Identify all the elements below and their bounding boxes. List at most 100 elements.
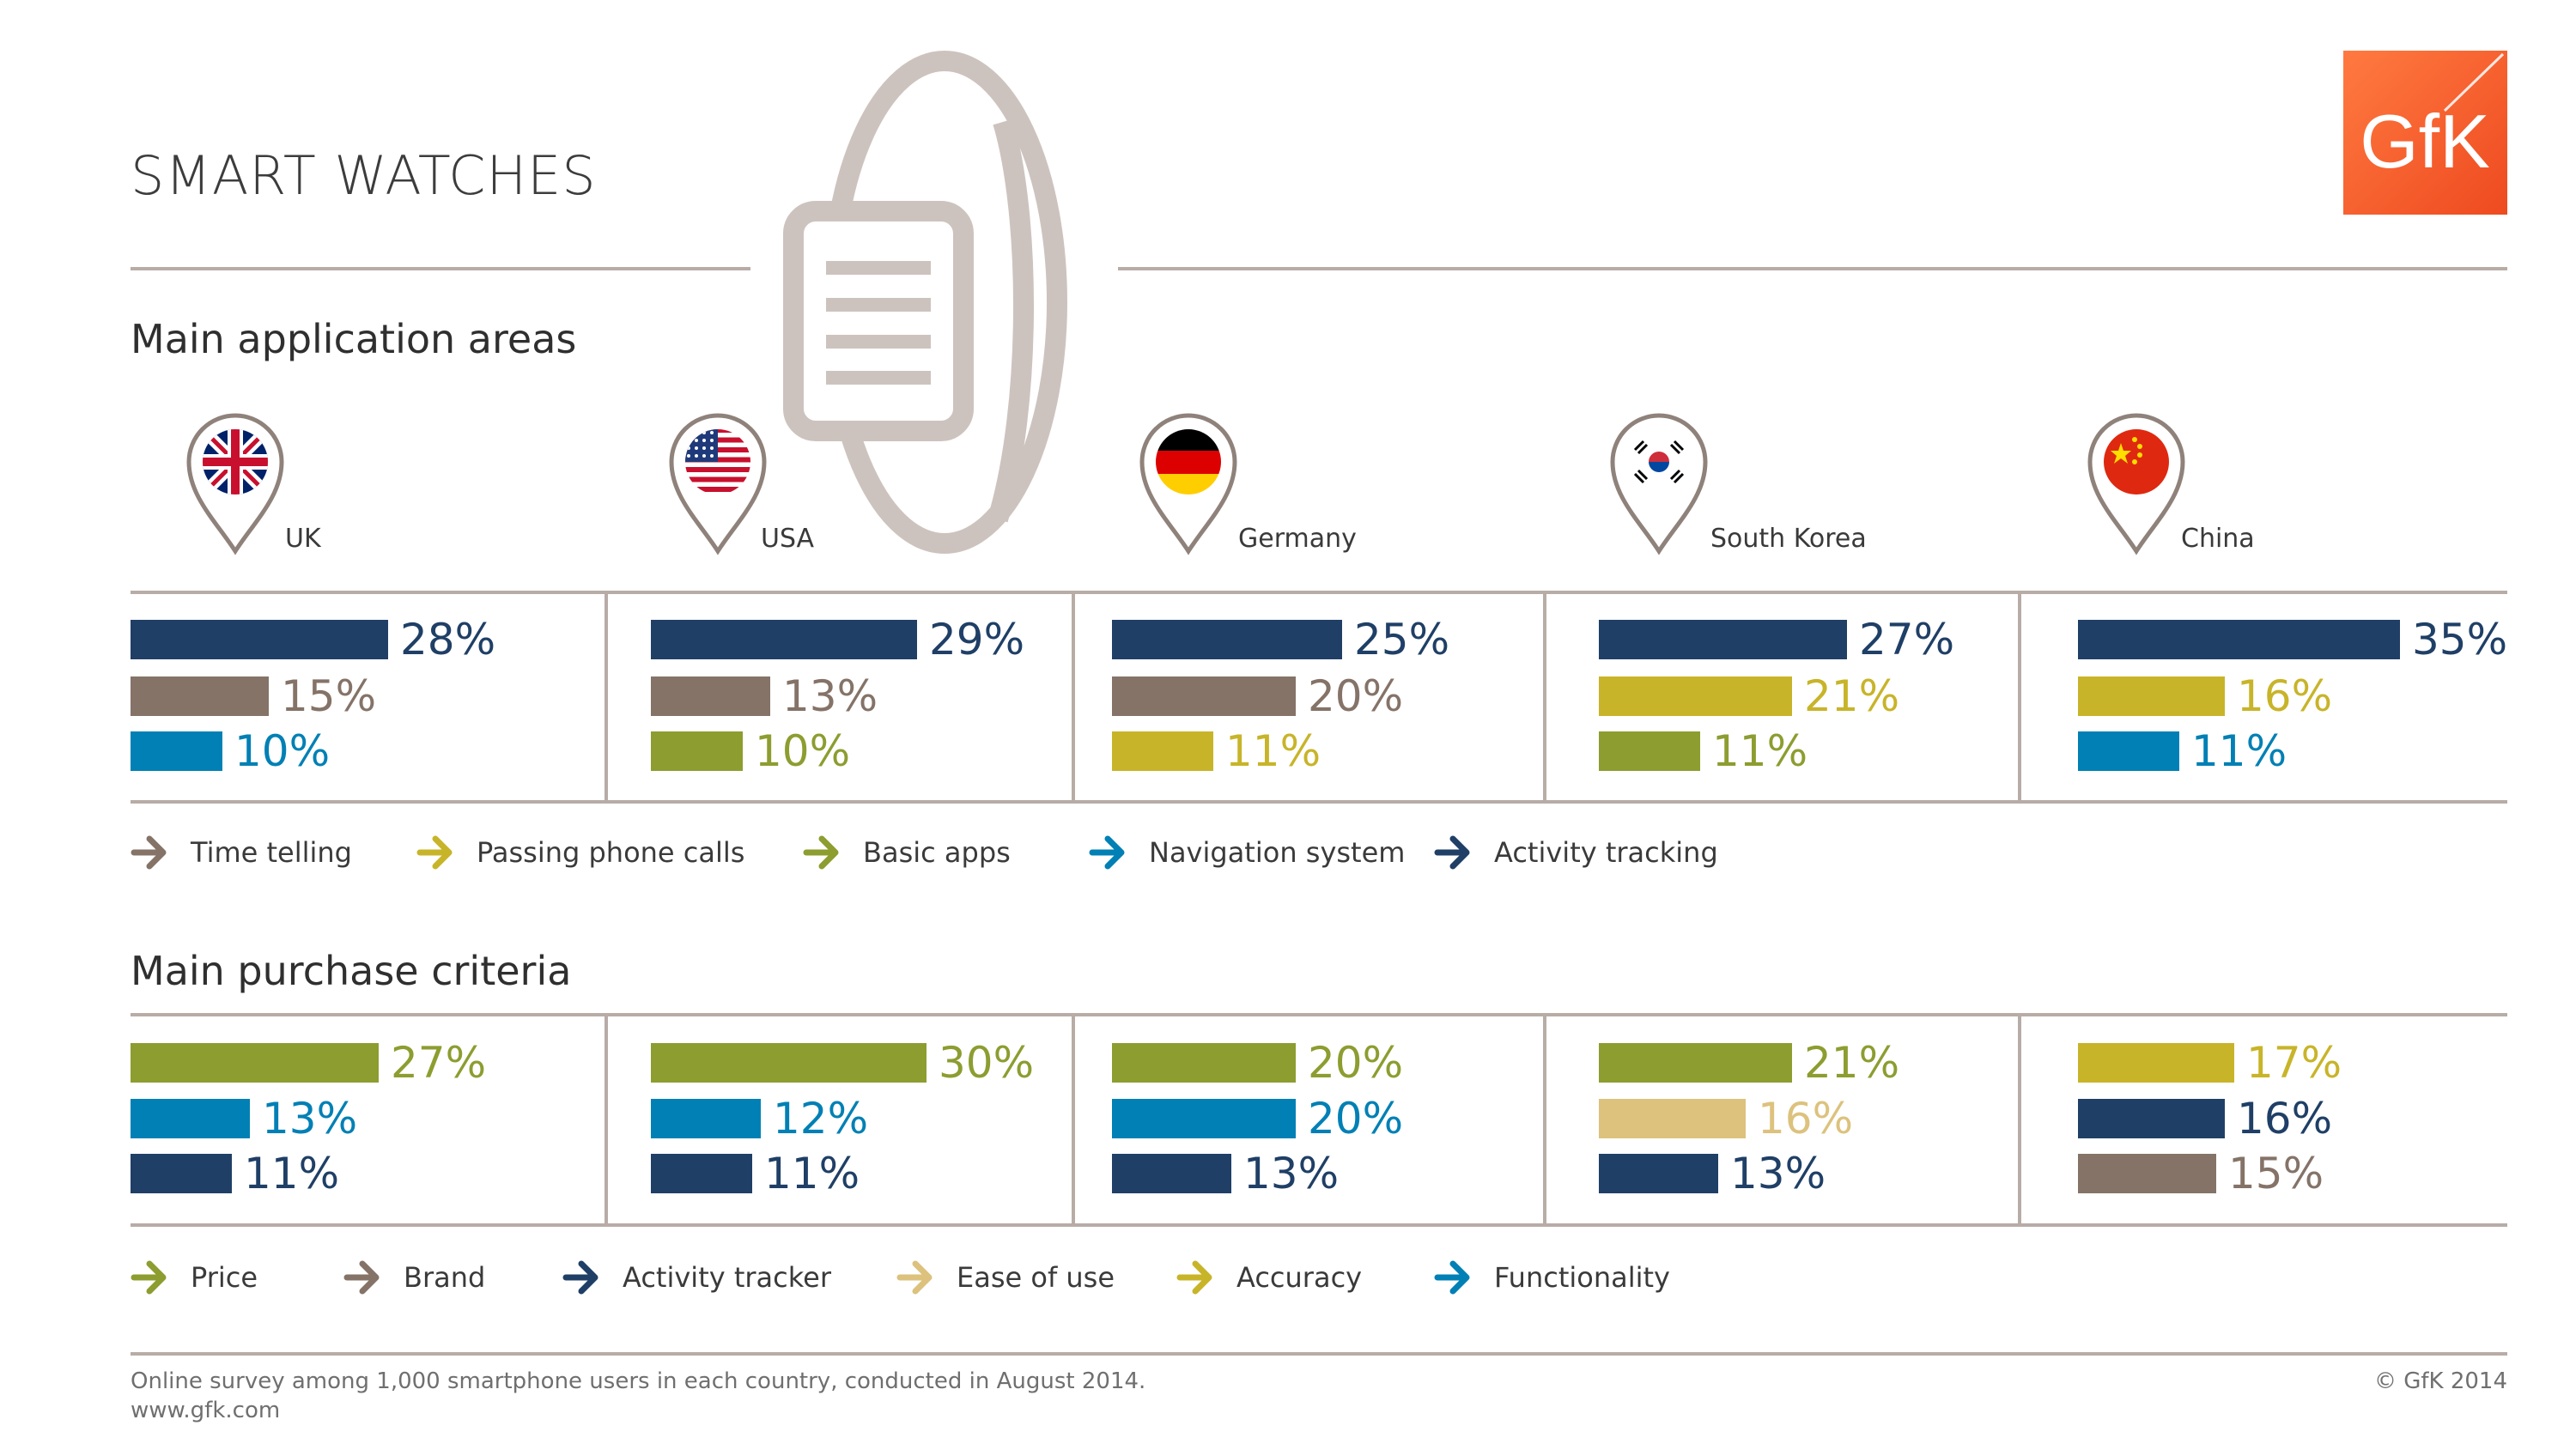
table-1-column-divider-2	[1543, 1016, 1546, 1223]
arrow-right-icon	[1176, 1260, 1212, 1295]
bar-value-label: 16%	[1758, 1094, 1854, 1144]
bar-value-label: 35%	[2412, 615, 2508, 664]
bar-germany-activity-tracking	[1112, 620, 1342, 659]
bar-usa-functionality	[651, 1099, 761, 1138]
bar-value-label: 27%	[1859, 615, 1955, 664]
legend-label: Brand	[404, 1261, 486, 1294]
arrow-right-icon	[416, 835, 453, 870]
bar-germany-price	[1112, 1043, 1296, 1083]
bar-south-korea-activity-tracking	[1599, 620, 1847, 659]
bar-value-label: 20%	[1308, 1038, 1404, 1088]
legend-item-accuracy: Accuracy	[1176, 1258, 1362, 1297]
bar-china-activity-tracker	[2078, 1099, 2225, 1138]
table-1-column-divider-3	[2018, 1016, 2021, 1223]
arrow-right-icon	[803, 835, 839, 870]
title-divider-right	[1118, 267, 2507, 270]
legend-label: Time telling	[191, 836, 352, 869]
legend-label: Ease of use	[957, 1261, 1115, 1294]
bar-germany-activity-tracker	[1112, 1154, 1231, 1193]
legend-item-navigation-system: Navigation system	[1089, 833, 1405, 872]
country-name-uk: UK	[285, 524, 321, 554]
bar-value-label: 25%	[1354, 615, 1450, 664]
arrow-right-icon	[562, 1260, 598, 1295]
bar-south-korea-ease-of-use	[1599, 1099, 1746, 1138]
purchase-table-bottom-line	[131, 1223, 2507, 1227]
table-1-column-divider-0	[605, 1016, 608, 1223]
bar-value-label: 16%	[2237, 671, 2333, 721]
bar-south-korea-basic-apps	[1599, 731, 1700, 771]
south-korea-flag-icon	[1626, 429, 1692, 494]
page-title: SMART WATCHES	[131, 144, 597, 207]
country-name-germany: Germany	[1238, 524, 1357, 554]
legend-label: Basic apps	[863, 836, 1011, 869]
bar-south-korea-activity-tracker	[1599, 1154, 1718, 1193]
legend-item-time-telling: Time telling	[131, 833, 352, 872]
footer-copyright: © GfK 2014	[2373, 1368, 2507, 1394]
bar-germany-passing-phone-calls	[1112, 731, 1213, 771]
arrow-right-icon	[131, 835, 167, 870]
legend-item-activity-tracker: Activity tracker	[562, 1258, 831, 1297]
bar-value-label: 11%	[244, 1149, 340, 1198]
bar-uk-price	[131, 1043, 379, 1083]
bar-value-label: 16%	[2237, 1094, 2333, 1144]
bar-china-navigation-system	[2078, 731, 2179, 771]
bar-usa-activity-tracking	[651, 620, 917, 659]
usa-pin-icon	[669, 413, 767, 555]
table-0-column-divider-3	[2018, 594, 2021, 800]
legend-item-ease-of-use: Ease of use	[896, 1258, 1115, 1297]
usa-flag-icon	[685, 429, 750, 494]
bar-uk-navigation-system	[131, 731, 222, 771]
bar-uk-time-telling	[131, 676, 269, 716]
bar-china-passing-phone-calls	[2078, 676, 2225, 716]
bar-usa-price	[651, 1043, 927, 1083]
footer-divider	[131, 1352, 2507, 1356]
bar-uk-activity-tracker	[131, 1154, 232, 1193]
arrow-right-icon	[1434, 835, 1470, 870]
bar-value-label: 13%	[1243, 1149, 1340, 1198]
bar-value-label: 13%	[262, 1094, 358, 1144]
bar-germany-time-telling	[1112, 676, 1296, 716]
bar-usa-basic-apps	[651, 731, 743, 771]
country-name-south-korea: South Korea	[1710, 524, 1867, 554]
title-divider-left	[131, 267, 750, 270]
table-0-column-divider-0	[605, 594, 608, 800]
bar-usa-activity-tracker	[651, 1154, 752, 1193]
gfk-logo: GfK	[2343, 51, 2507, 215]
gfk-logo-text: GfK	[2360, 99, 2490, 184]
purchase-table-top-line	[131, 1013, 2507, 1016]
legend-item-activity-tracking: Activity tracking	[1434, 833, 1718, 872]
germany-pin-icon	[1139, 413, 1237, 555]
bar-uk-activity-tracking	[131, 620, 388, 659]
smartwatch-illustration	[783, 51, 1067, 554]
bar-germany-functionality	[1112, 1099, 1296, 1138]
purchase-section-title: Main purchase criteria	[131, 948, 572, 994]
legend-item-basic-apps: Basic apps	[803, 833, 1011, 872]
bar-value-label: 12%	[773, 1094, 869, 1144]
uk-pin-icon	[186, 413, 284, 555]
china-pin-icon	[2087, 413, 2185, 555]
legend-item-functionality: Functionality	[1434, 1258, 1670, 1297]
arrow-right-icon	[131, 1260, 167, 1295]
bar-south-korea-passing-phone-calls	[1599, 676, 1792, 716]
bar-value-label: 20%	[1308, 1094, 1404, 1144]
table-0-column-divider-1	[1072, 594, 1075, 800]
bar-value-label: 27%	[391, 1038, 487, 1088]
table-0-column-divider-2	[1543, 594, 1546, 800]
application-table-bottom-line	[131, 800, 2507, 804]
legend-label: Passing phone calls	[477, 836, 745, 869]
bar-value-label: 10%	[234, 726, 331, 776]
bar-value-label: 11%	[2191, 726, 2287, 776]
bar-value-label: 17%	[2246, 1038, 2342, 1088]
bar-value-label: 11%	[764, 1149, 860, 1198]
bar-china-activity-tracking	[2078, 620, 2400, 659]
application-section-title: Main application areas	[131, 316, 577, 362]
legend-label: Accuracy	[1236, 1261, 1363, 1294]
footer-url[interactable]: www.gfk.com	[131, 1398, 281, 1423]
legend-item-price: Price	[131, 1258, 258, 1297]
country-name-usa: USA	[761, 524, 815, 554]
bar-value-label: 30%	[939, 1038, 1035, 1088]
legend-item-brand: Brand	[343, 1258, 485, 1297]
south-korea-pin-icon	[1610, 413, 1708, 555]
bar-usa-time-telling	[651, 676, 770, 716]
legend-label: Price	[191, 1261, 258, 1294]
